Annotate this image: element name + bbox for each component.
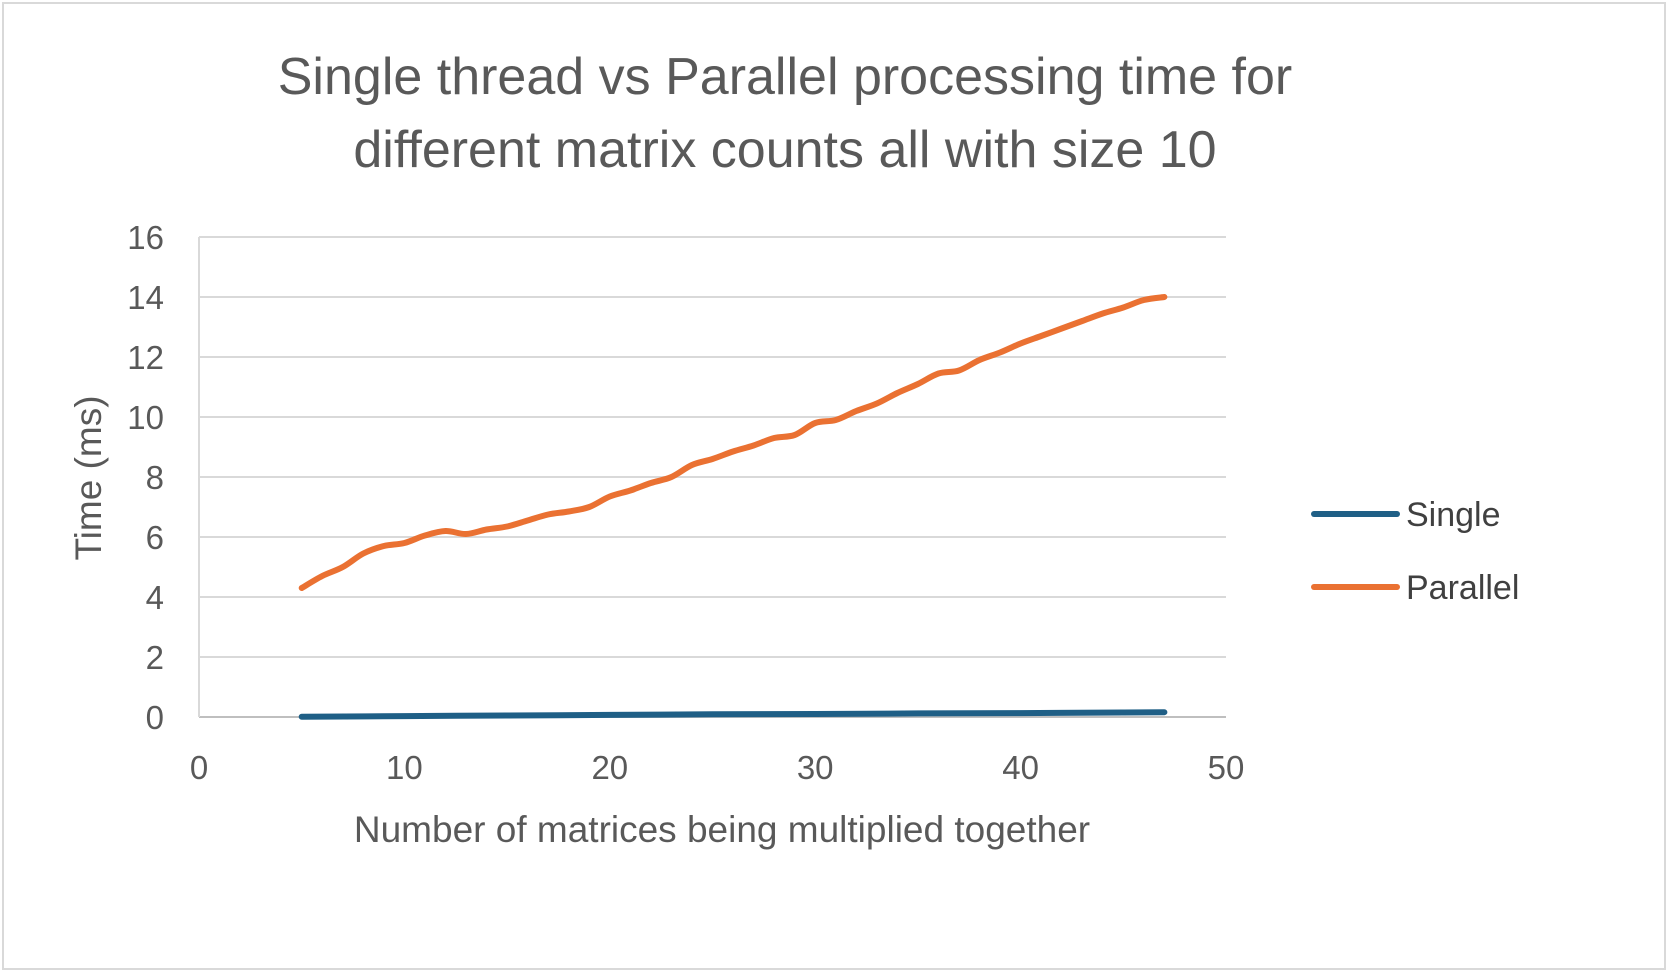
x-tick-label: 0 (190, 749, 208, 786)
gridlines (198, 236, 1226, 718)
y-tick-label: 16 (127, 219, 164, 256)
y-tick-label: 0 (146, 699, 164, 736)
x-tick-label: 10 (386, 749, 423, 786)
y-tick-label: 10 (127, 399, 164, 436)
y-tick-label: 14 (127, 279, 164, 316)
chart-title-line-1: Single thread vs Parallel processing tim… (278, 48, 1292, 106)
line-chart: Single thread vs Parallel processing tim… (68, 48, 1519, 850)
y-tick-label: 2 (146, 639, 164, 676)
x-tick-label: 20 (591, 749, 628, 786)
x-tick-label: 40 (1002, 749, 1039, 786)
legend-label-parallel: Parallel (1406, 569, 1519, 607)
y-tick-label: 8 (146, 459, 164, 496)
legend-label-single: Single (1406, 496, 1501, 534)
y-tick-label: 4 (146, 579, 164, 616)
y-tick-label: 12 (127, 339, 164, 376)
series-line-parallel (298, 294, 1168, 591)
y-axis-ticks: 0 2 4 6 8 10 12 14 16 (127, 219, 164, 736)
x-axis-ticks: 0 10 20 30 40 50 (190, 749, 1245, 786)
legend: Single Parallel (1311, 496, 1519, 607)
series-lines (298, 294, 1168, 720)
series-line-single (298, 709, 1168, 720)
x-tick-label: 50 (1208, 749, 1245, 786)
x-tick-label: 30 (797, 749, 834, 786)
y-tick-label: 6 (146, 519, 164, 556)
y-axis-title: Time (ms) (68, 395, 109, 560)
x-axis-title: Number of matrices being multiplied toge… (354, 809, 1090, 850)
chart-title-line-2: different matrix counts all with size 10 (353, 121, 1216, 179)
